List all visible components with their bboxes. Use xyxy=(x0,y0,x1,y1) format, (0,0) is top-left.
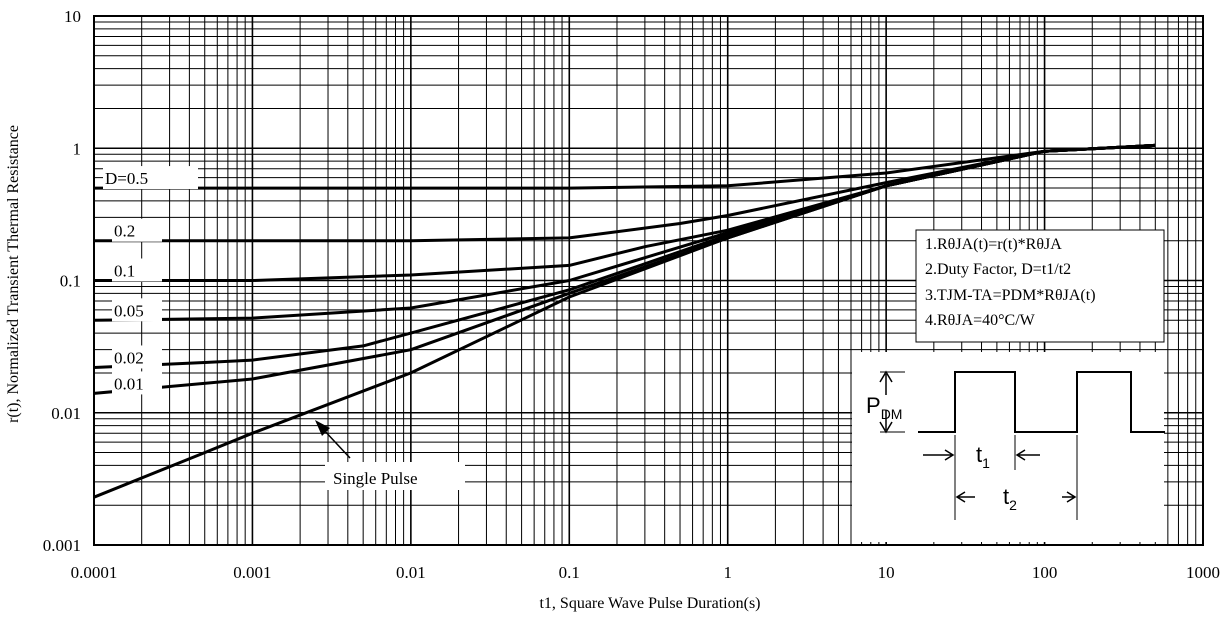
series-label: 0.1 xyxy=(114,262,135,281)
single-pulse-arrowhead xyxy=(315,420,330,436)
x-axis-title: t1, Square Wave Pulse Duration(s) xyxy=(539,595,760,612)
series-label-bg xyxy=(112,371,162,395)
note-2: 2.Duty Factor, D=t1/t2 xyxy=(925,261,1071,278)
series-label-bg xyxy=(112,218,162,242)
t1-label: t1 xyxy=(976,442,990,471)
x-tick-label: 0.0001 xyxy=(71,563,118,582)
t2-label: t2 xyxy=(1003,484,1017,513)
series-labels: D=0.5 0.2 0.1 0.05 0.02 0.01 xyxy=(103,166,198,395)
y-tick-label: 0.001 xyxy=(43,536,81,555)
x-tick-label: 0.001 xyxy=(233,563,271,582)
pdm-arrow-down-head xyxy=(879,421,893,434)
grid xyxy=(93,16,1203,546)
series-line xyxy=(94,143,1156,190)
y-axis-title: r(t), Normalized Transient Thermal Resis… xyxy=(5,125,22,423)
single-pulse-callout: Single Pulse xyxy=(315,420,465,490)
single-pulse-pointer xyxy=(321,427,351,459)
plot-border xyxy=(93,15,1204,546)
t2-arrow-right xyxy=(1062,491,1077,503)
series-lines xyxy=(93,143,1156,499)
single-pulse-label: Single Pulse xyxy=(333,469,418,488)
series-label-bg xyxy=(103,166,198,190)
x-tick-label: 1 xyxy=(723,563,732,582)
pdm-arrow-up-head xyxy=(879,370,893,383)
series-label-bg xyxy=(112,298,162,322)
waveform-inset: PDM t1 t2 xyxy=(852,352,1165,542)
x-tick-label: 10 xyxy=(878,563,895,582)
note-3: 3.TJM-TA=PDM*RθJA(t) xyxy=(925,287,1096,304)
series-label: D=0.5 xyxy=(105,169,148,188)
series-label: 0.2 xyxy=(114,222,135,241)
plot-frame xyxy=(93,15,1204,546)
series-line xyxy=(93,143,1156,499)
y-tick-label: 0.1 xyxy=(60,272,81,291)
t1-arrow-left xyxy=(923,449,955,461)
x-tick-label: 100 xyxy=(1032,563,1058,582)
single-pulse-label-bg xyxy=(325,462,465,490)
series-label: 0.02 xyxy=(114,348,144,367)
note-1: 1.RθJA(t)=r(t)*RθJA xyxy=(925,236,1062,253)
notes-box-bg xyxy=(915,229,1165,343)
pdm-label: PDM xyxy=(866,393,902,422)
series-label-bg xyxy=(112,258,162,282)
x-tick-label: 0.01 xyxy=(396,563,426,582)
waveform-bg xyxy=(852,352,1164,542)
series-label-bg xyxy=(112,345,162,369)
tick-labels: 0.0001 0.001 0.01 0.1 1 10 100 1000 0.001 0.01 0.1… xyxy=(43,7,1220,582)
notes-box: 1.RθJA(t)=r(t)*RθJA 2.Duty Factor, D=t1/… xyxy=(915,229,1165,343)
t1-arrow-right xyxy=(1015,449,1040,461)
series-label: 0.05 xyxy=(114,301,144,320)
t2-arrow-left xyxy=(955,491,975,503)
y-tick-label: 0.01 xyxy=(51,404,81,423)
x-tick-label: 1000 xyxy=(1186,563,1220,582)
y-tick-label: 1 xyxy=(73,139,82,158)
series-label: 0.01 xyxy=(114,374,144,393)
x-tick-label: 0.1 xyxy=(559,563,580,582)
y-tick-label: 10 xyxy=(64,7,81,26)
note-4: 4.RθJA=40°C/W xyxy=(925,312,1036,329)
waveform-trace xyxy=(918,371,1165,433)
